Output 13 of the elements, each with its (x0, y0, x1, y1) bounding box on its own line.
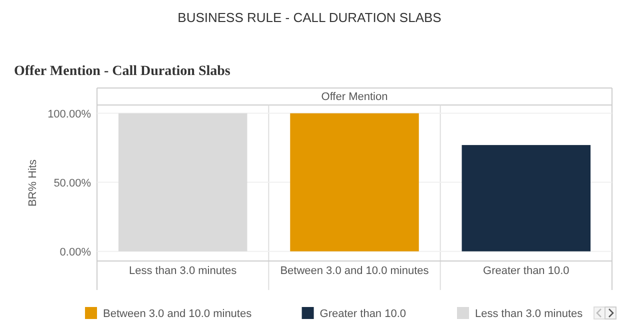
y-tick-label: 100.00% (48, 108, 92, 120)
legend-label: Less than 3.0 minutes (475, 308, 584, 320)
y-axis-title: BR% Hits (27, 158, 39, 207)
x-tick-label: Less than 3.0 minutes (129, 265, 238, 277)
y-tick-label: 50.00% (54, 177, 92, 190)
x-tick-label: Greater than 10.0 (483, 265, 570, 277)
chart-subtitle: Offer Mention - Call Duration Slabs (14, 64, 231, 79)
legend-label: Greater than 10.0 (320, 308, 406, 320)
x-tick-label: Between 3.0 and 10.0 minutes (280, 265, 430, 277)
chart-title: BUSINESS RULE - CALL DURATION SLABS (178, 10, 442, 25)
text: Offer Mention (321, 91, 388, 103)
legend-label: Between 3.0 and 10.0 minutes (103, 308, 252, 320)
y-tick-label: 0.00% (60, 246, 92, 258)
